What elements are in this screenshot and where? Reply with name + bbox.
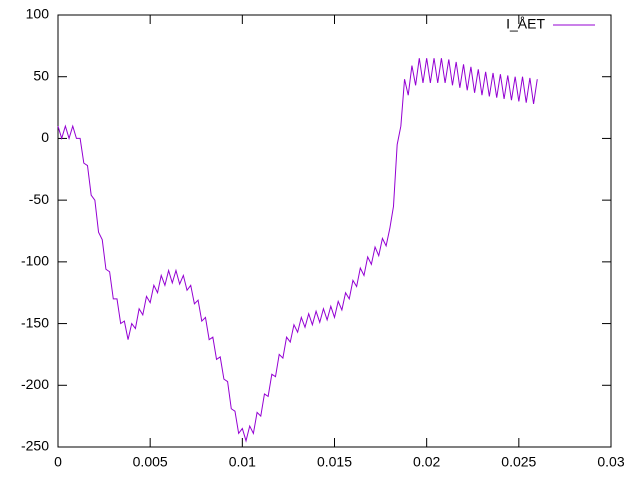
y-tick-label: -100 — [21, 253, 49, 269]
x-tick-label: 0.01 — [229, 454, 256, 470]
y-tick-label: 100 — [26, 6, 50, 22]
data-line — [57, 58, 538, 443]
y-tick-label: -50 — [29, 191, 49, 207]
plot-border — [57, 14, 612, 448]
y-tick-label: 0 — [41, 129, 49, 145]
y-tick-label: -200 — [21, 376, 49, 392]
y-tick-label: 50 — [33, 67, 49, 83]
x-tick-label: 0.025 — [501, 454, 536, 470]
x-tick-label: 0.03 — [597, 454, 624, 470]
y-tick-label: -250 — [21, 438, 49, 454]
x-tick-label: 0.02 — [413, 454, 440, 470]
x-tick-label: 0 — [54, 454, 62, 470]
legend-label: I_ÅET — [506, 16, 545, 32]
x-tick-label: 0.005 — [133, 454, 168, 470]
x-tick-label: 0.015 — [317, 454, 352, 470]
y-tick-label: -150 — [21, 314, 49, 330]
